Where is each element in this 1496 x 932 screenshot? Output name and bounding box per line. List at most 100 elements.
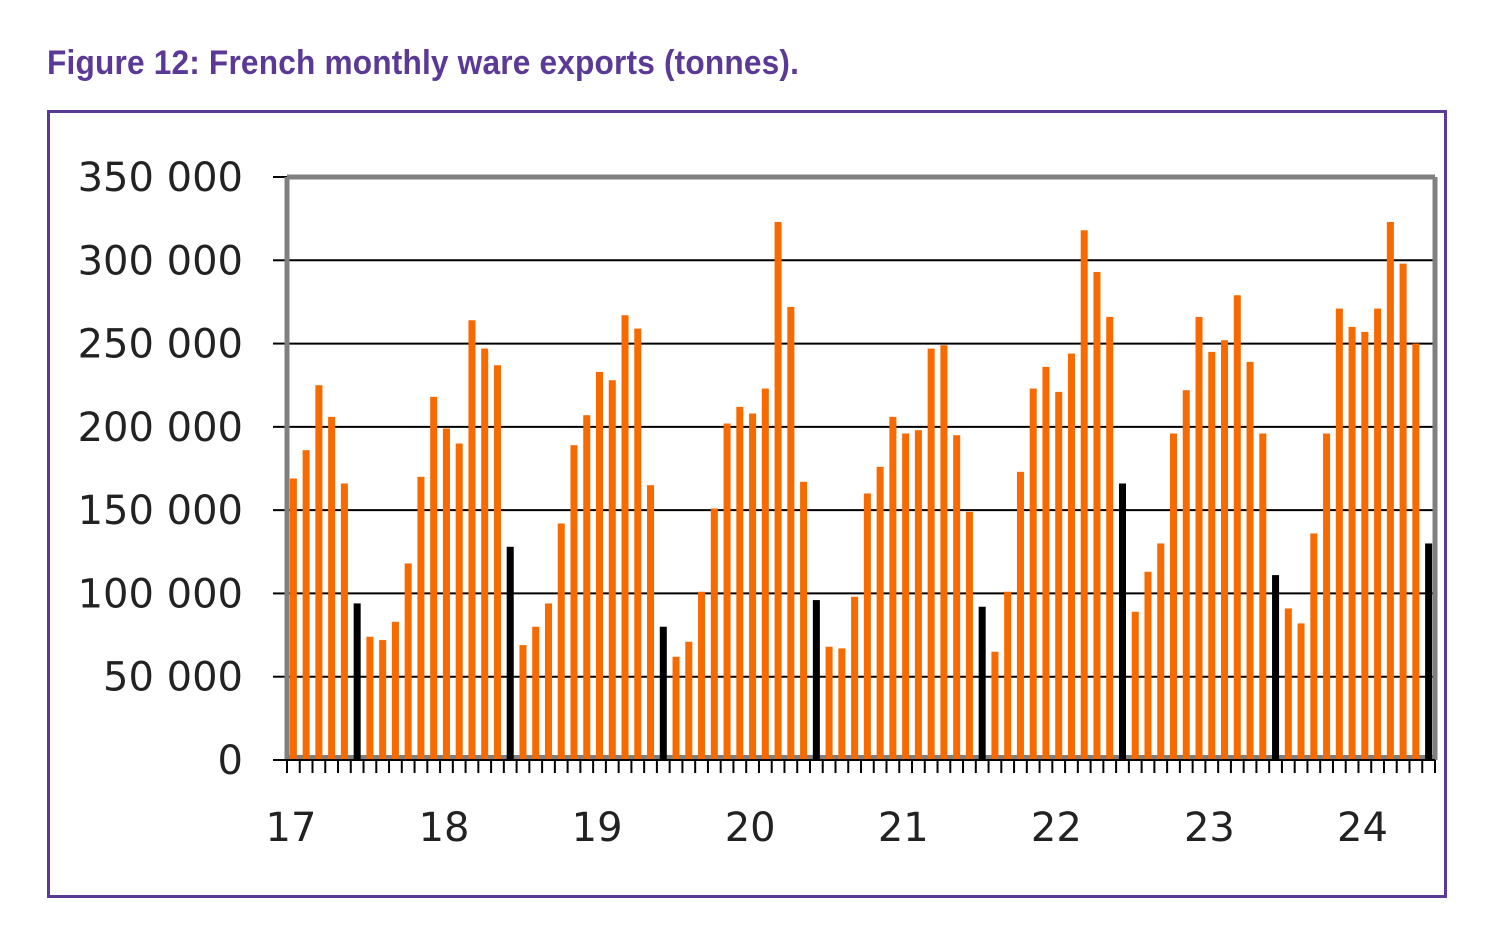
- bar: [289, 478, 297, 760]
- x-tick-label: 17: [266, 805, 317, 851]
- axes: [273, 174, 1438, 773]
- y-tick-label: 300 000: [78, 238, 243, 284]
- bar: [825, 646, 833, 760]
- bar: [315, 385, 323, 760]
- bar: [1131, 611, 1139, 760]
- bar: [647, 485, 655, 760]
- bar: [1106, 316, 1114, 760]
- bar: [557, 523, 565, 760]
- bar: [455, 443, 463, 760]
- bar: [1361, 331, 1369, 760]
- bar: [1246, 361, 1254, 760]
- y-tick-label: 100 000: [78, 571, 243, 617]
- bar-highlight: [1425, 543, 1433, 760]
- bar: [1297, 623, 1305, 760]
- bar: [1208, 351, 1216, 760]
- bar: [340, 483, 348, 760]
- bar: [1386, 221, 1394, 761]
- bar: [1055, 391, 1063, 760]
- bar: [761, 388, 769, 760]
- bar: [1323, 433, 1331, 760]
- bar: [965, 511, 973, 760]
- bar-highlight: [506, 546, 514, 760]
- bar: [1399, 263, 1407, 760]
- bar-highlight: [353, 603, 361, 760]
- figure-title: Figure 12: French monthly ware exports (…: [47, 44, 800, 82]
- bar: [774, 221, 782, 761]
- x-tick-labels: 17 18 19 20 21 22 23 24: [266, 805, 1388, 851]
- x-tick-label: 19: [572, 805, 623, 851]
- bar: [1374, 308, 1382, 760]
- bar: [710, 508, 718, 760]
- bar: [1221, 340, 1229, 760]
- bar: [1335, 308, 1343, 760]
- x-tick-label: 22: [1031, 805, 1082, 851]
- bar: [723, 423, 731, 760]
- bar: [1067, 353, 1075, 760]
- bar: [544, 603, 552, 760]
- bar: [1310, 533, 1318, 760]
- bar: [596, 371, 604, 760]
- bar: [1233, 295, 1241, 760]
- bar: [1004, 591, 1012, 760]
- bar-highlight: [1118, 483, 1126, 760]
- bars: [289, 221, 1433, 761]
- bar: [698, 591, 706, 760]
- bar: [1080, 230, 1088, 761]
- bar: [685, 641, 693, 760]
- bar: [1195, 316, 1203, 760]
- bar: [787, 306, 795, 760]
- y-tick-label: 50 000: [103, 655, 243, 701]
- bar: [634, 328, 642, 760]
- bar-highlight: [812, 600, 820, 760]
- y-tick-label: 350 000: [78, 155, 243, 201]
- bar: [366, 636, 374, 760]
- x-tick-label: 20: [725, 805, 776, 851]
- y-tick-label: 0: [218, 738, 243, 784]
- bar: [800, 481, 808, 760]
- bar-highlight: [978, 606, 986, 760]
- bar: [532, 626, 540, 760]
- bar: [1284, 608, 1292, 760]
- bar: [889, 416, 897, 760]
- bar: [583, 415, 591, 760]
- bar: [927, 348, 935, 760]
- bar: [1182, 390, 1190, 760]
- bar: [1412, 343, 1420, 760]
- bar: [736, 406, 744, 760]
- bar: [953, 435, 961, 760]
- x-tick-label: 23: [1184, 805, 1235, 851]
- bar: [876, 466, 884, 760]
- bar: [902, 433, 910, 760]
- bar: [379, 640, 387, 760]
- x-tick-label: 24: [1337, 805, 1388, 851]
- bar: [1259, 433, 1267, 760]
- bar: [391, 621, 399, 760]
- gridlines: [287, 259, 1435, 759]
- bar: [442, 428, 450, 760]
- bar: [481, 348, 489, 760]
- bar-highlight: [659, 626, 667, 760]
- bar-highlight: [1272, 575, 1280, 760]
- bar: [914, 430, 922, 760]
- bar: [417, 476, 425, 760]
- bar: [404, 563, 412, 760]
- bar: [851, 596, 859, 760]
- bar: [621, 315, 629, 760]
- y-tick-labels: 0 50 000 100 000 150 000 200 000 250 000 300 0…: [78, 155, 243, 784]
- bar: [493, 365, 501, 760]
- bar: [570, 445, 578, 760]
- bar: [940, 345, 948, 760]
- y-tick-label: 250 000: [78, 322, 243, 368]
- bar: [991, 651, 999, 760]
- bar: [1016, 471, 1024, 760]
- bar: [749, 413, 757, 760]
- bar: [1157, 543, 1165, 760]
- x-tick-label: 21: [878, 805, 929, 851]
- bar: [468, 320, 476, 760]
- bar: [1029, 388, 1037, 760]
- bar: [1042, 366, 1050, 760]
- bar: [608, 380, 616, 760]
- bar: [302, 450, 310, 760]
- bar: [838, 648, 846, 760]
